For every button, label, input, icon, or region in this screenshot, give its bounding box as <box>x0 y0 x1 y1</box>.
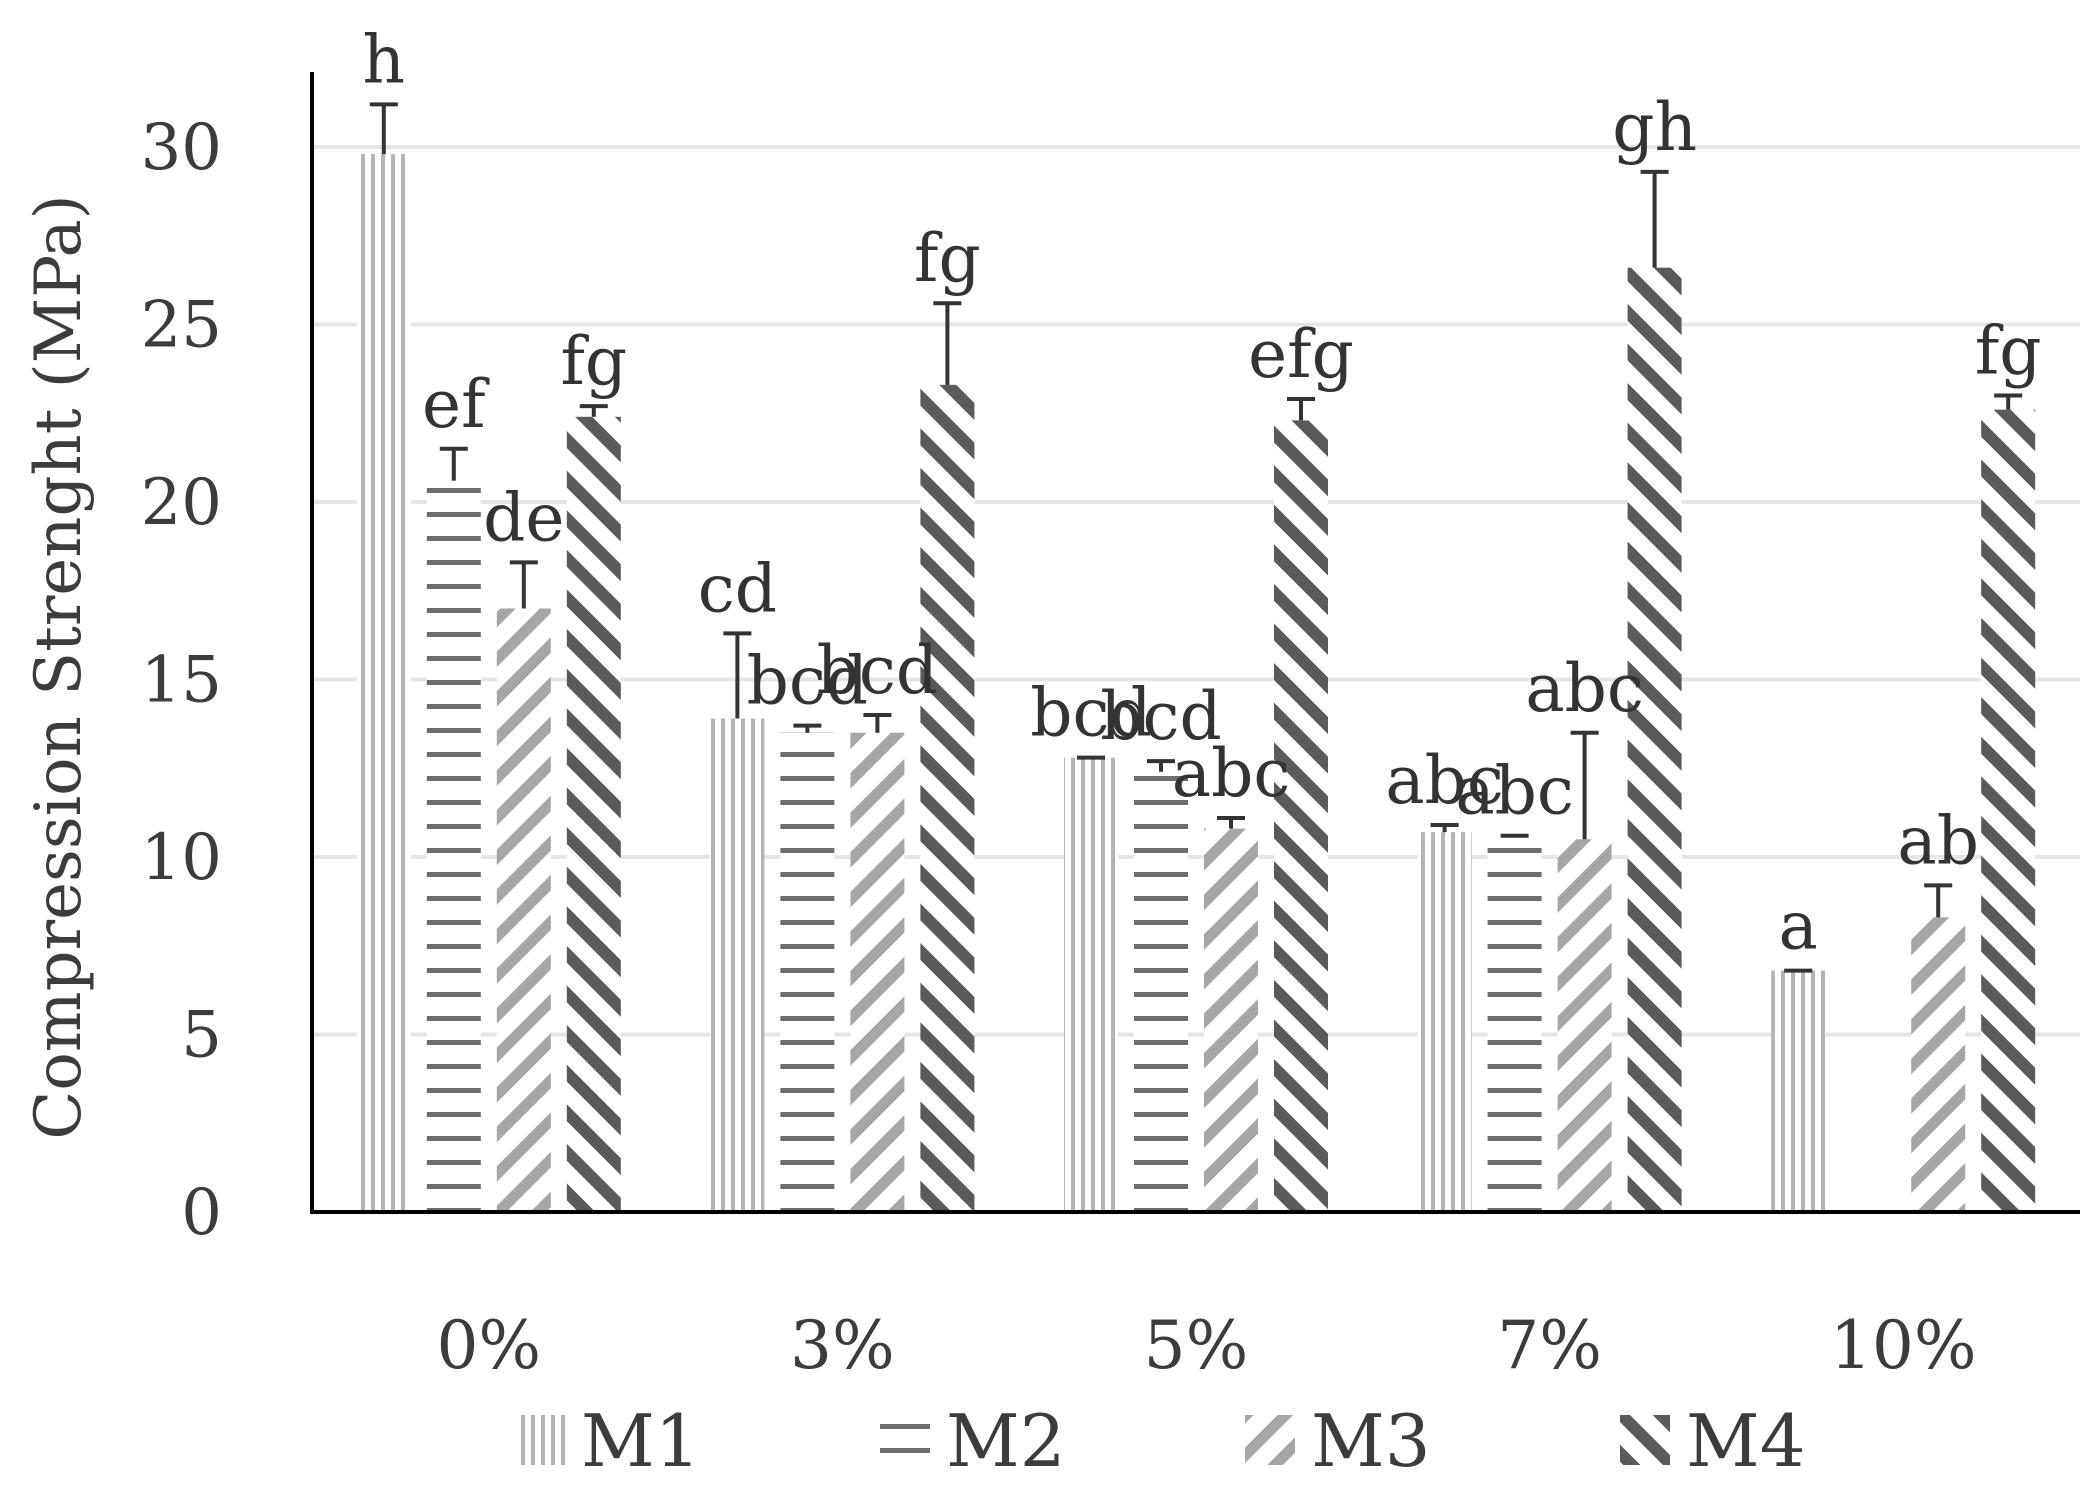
bar-m2 <box>1487 835 1542 1212</box>
bar-m3 <box>1911 917 1966 1212</box>
y-tick-label: 10 <box>141 821 222 895</box>
bar-m4 <box>920 384 975 1213</box>
bar-m2 <box>426 480 481 1212</box>
y-axis-label: Compression Strenght (MPa) <box>22 194 96 1139</box>
bar-m4 <box>566 416 621 1212</box>
significance-label: bcd <box>747 643 868 720</box>
y-tick-label: 20 <box>141 466 222 540</box>
significance-label: de <box>483 479 564 556</box>
significance-label: gh <box>1612 89 1697 166</box>
significance-label: cd <box>698 550 777 627</box>
bar-m2 <box>780 732 835 1212</box>
legend-swatch-m3 <box>1245 1415 1295 1465</box>
bar-m3 <box>496 608 551 1212</box>
bar-m1 <box>1064 757 1118 1212</box>
legend-swatch-m1 <box>515 1415 565 1465</box>
category-label: 0% <box>436 1307 541 1384</box>
significance-label: efg <box>1248 316 1354 393</box>
y-tick-label: 15 <box>141 644 222 718</box>
bar-m4 <box>1274 420 1328 1213</box>
significance-label: fg <box>560 323 627 400</box>
bar-m1 <box>710 718 765 1212</box>
legend-swatch-m2 <box>880 1415 930 1465</box>
significance-label: fg <box>1975 313 2042 390</box>
significance-label: abc <box>1385 742 1504 819</box>
significance-label: abc <box>1172 735 1291 812</box>
category-label: 7% <box>1497 1307 1602 1384</box>
y-tick-label: 0 <box>181 1176 222 1250</box>
bar-m3 <box>850 732 905 1212</box>
significance-label: a <box>1779 888 1818 965</box>
bar-m1 <box>356 154 411 1213</box>
bar-m1 <box>1771 970 1826 1212</box>
significance-label: ef <box>422 366 490 443</box>
category-label: 3% <box>790 1307 895 1384</box>
bar-m1 <box>1417 832 1472 1212</box>
y-tick-labels: 0 5 10 15 20 25 30 <box>141 111 222 1250</box>
significance-label: bcd <box>817 632 938 709</box>
bar-m3 <box>1557 839 1612 1212</box>
axes <box>310 72 2080 1214</box>
significance-label: abc <box>1525 650 1644 727</box>
legend-label-m3: M3 <box>1311 1399 1431 1483</box>
significance-label: h <box>363 21 406 98</box>
category-labels: 0% 3% 5% 7% 10% <box>436 1307 1976 1384</box>
significance-label: ab <box>1897 802 1979 879</box>
significance-label: abc <box>1455 753 1574 830</box>
legend-label-m4: M4 <box>1686 1399 1806 1483</box>
y-tick-label: 5 <box>181 999 222 1073</box>
significance-label: fg <box>914 220 981 297</box>
significance-labels: hefdefgcdbcdbcdfgbcdbcdabcefgabcabcabcgh… <box>363 21 2042 964</box>
y-tick-label: 25 <box>141 289 222 363</box>
bar-m4 <box>1981 409 2036 1212</box>
category-label: 10% <box>1830 1307 1977 1384</box>
significance-label: bcd <box>1030 675 1151 752</box>
bar-m2 <box>1134 771 1188 1212</box>
legend: M1 M2 M3 M4 <box>515 1399 1806 1483</box>
bars-layer <box>356 154 2036 1213</box>
y-tick-label: 30 <box>141 111 222 185</box>
category-label: 5% <box>1144 1307 1249 1384</box>
bar-m4 <box>1627 267 1682 1212</box>
significance-label: bcd <box>1100 678 1221 755</box>
bar-m3 <box>1204 828 1258 1212</box>
legend-swatch-m4 <box>1620 1415 1670 1465</box>
error-bars-layer <box>369 102 2023 973</box>
legend-label-m1: M1 <box>581 1399 701 1483</box>
legend-label-m2: M2 <box>946 1399 1066 1483</box>
